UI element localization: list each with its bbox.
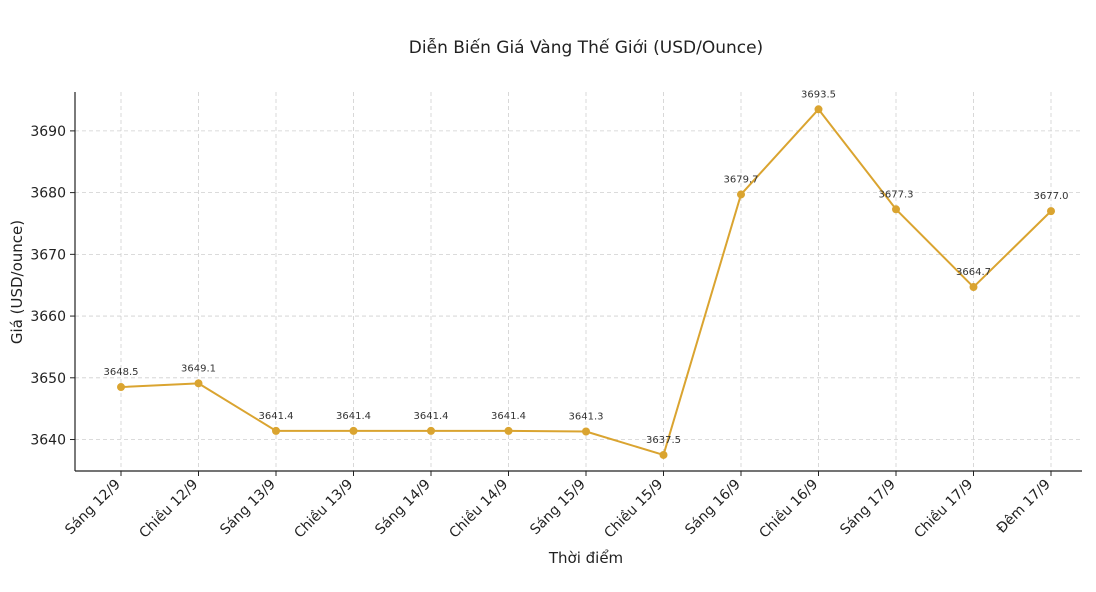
data-label: 3641.4 xyxy=(259,411,294,422)
y-tick-label: 3690 xyxy=(30,124,66,140)
data-point xyxy=(969,283,978,292)
chart-title: Diễn Biến Giá Vàng Thế Giới (USD/Ounce) xyxy=(409,37,763,58)
x-tick-label: Chiều 14/9 xyxy=(446,476,512,542)
x-tick-label: Đêm 17/9 xyxy=(994,477,1054,537)
y-tick-label: 3660 xyxy=(30,309,66,325)
y-tick-label: 3640 xyxy=(30,433,66,449)
x-tick-label: Chiều 15/9 xyxy=(601,476,667,542)
data-label: 3641.4 xyxy=(414,411,449,422)
x-tick-label: Sáng 17/9 xyxy=(837,477,899,539)
data-point xyxy=(504,426,513,435)
x-tick-label: Chiều 12/9 xyxy=(136,476,202,542)
y-axis-label: Giá (USD/ounce) xyxy=(8,220,26,344)
data-point xyxy=(892,205,900,214)
data-point xyxy=(737,190,745,199)
data-point xyxy=(814,105,823,114)
data-label: 3677.3 xyxy=(879,189,914,200)
y-tick-label: 3670 xyxy=(30,247,66,263)
data-point xyxy=(117,383,125,392)
x-tick-label: Chiều 16/9 xyxy=(756,476,822,542)
x-tick-label: Sáng 12/9 xyxy=(62,477,124,539)
data-point xyxy=(272,426,280,435)
series-gold-price xyxy=(117,105,1055,459)
y-tick-label: 3680 xyxy=(30,186,66,202)
data-point xyxy=(582,427,590,436)
data-labels: 3648.5 3649.1 3641.4 3641.4 3641.4 3641.4 3641… xyxy=(104,89,1069,446)
x-tick-label: Chiều 17/9 xyxy=(911,476,977,542)
tick-labels: Sáng 12/9 Chiều 12/9 Sáng 13/9 Chiều 13/9 Sá… xyxy=(30,124,1053,542)
data-label: 3648.5 xyxy=(104,367,139,378)
x-axis-label: Thời điểm xyxy=(548,549,623,567)
data-label: 3664.7 xyxy=(956,267,991,278)
x-tick-label: Sáng 16/9 xyxy=(682,477,744,539)
x-tick-label: Sáng 14/9 xyxy=(372,477,434,539)
data-label: 3641.4 xyxy=(491,411,526,422)
data-label: 3679.7 xyxy=(724,174,759,185)
data-label: 3641.4 xyxy=(336,411,371,422)
x-tick-label: Sáng 15/9 xyxy=(527,477,589,539)
axes xyxy=(70,92,1082,476)
data-label: 3649.1 xyxy=(181,363,216,374)
data-label: 3693.5 xyxy=(801,89,836,100)
grid-lines xyxy=(75,92,1082,471)
y-tick-label: 3650 xyxy=(30,371,66,387)
data-point xyxy=(1047,207,1055,216)
x-tick-label: Chiều 13/9 xyxy=(291,476,357,542)
data-label: 3637.5 xyxy=(646,435,681,446)
data-label: 3677.0 xyxy=(1034,191,1069,202)
data-point xyxy=(659,450,668,459)
data-point xyxy=(427,426,435,435)
data-label: 3641.3 xyxy=(569,411,604,422)
data-point xyxy=(194,379,203,388)
x-tick-label: Sáng 13/9 xyxy=(217,477,279,539)
data-point xyxy=(349,426,358,435)
